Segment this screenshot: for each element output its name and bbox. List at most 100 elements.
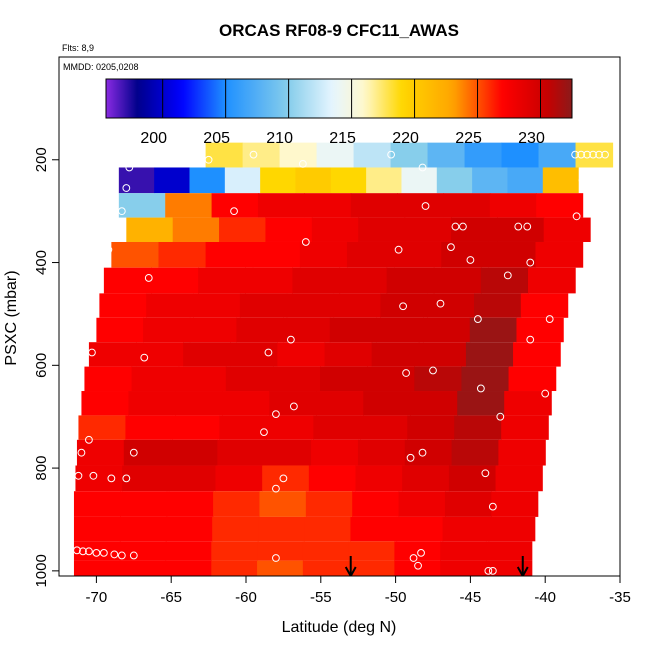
sample-point [402,369,410,377]
heatmap-cell [350,193,398,218]
y-tick-label: 800 [33,456,50,481]
heatmap-cell [304,516,352,542]
sample-point [387,150,396,159]
heatmap-cell [211,560,258,576]
heatmap-cell [120,516,167,542]
sample-point [563,346,572,354]
heatmap-band [118,167,579,194]
heatmap-cell [339,267,388,294]
sample-point [526,258,535,267]
heatmap-cell [258,516,305,542]
sample-point [544,477,553,485]
sample-point [545,315,554,323]
heatmap-cell [444,491,492,517]
heatmap-cell [407,415,455,440]
y-axis-label: PSXC (mbar) [3,270,20,365]
x-tick-label: -60 [235,589,257,606]
heatmap-cell [172,217,220,242]
sample-point [406,453,415,462]
sample-point [204,155,213,164]
heatmap-cell [371,342,420,367]
heatmap-cell [355,465,403,492]
y-tick-label: 600 [33,353,50,378]
heatmap-cell [448,465,497,492]
heatmap-cell [380,293,428,318]
x-axis-label: Latitude (deg N) [282,619,397,636]
sample-point [577,150,586,159]
heatmap-band [205,142,614,168]
heatmap-cell [433,267,482,294]
sample-point [88,348,96,357]
sample-point [414,561,422,570]
heatmap-cell [442,516,490,542]
heatmap-cell [99,293,147,318]
sample-point [436,299,445,308]
arrow-marker [516,556,529,576]
heatmap-cell [443,193,491,218]
x-tick-label: -40 [534,589,556,606]
heatmap-cell [165,560,212,576]
heatmap-cell [311,217,359,242]
heatmap-cell [215,465,263,492]
sample-point [496,412,505,421]
heatmap-cell [212,516,259,542]
heatmap-cell [366,167,403,194]
sample-point [481,469,490,478]
heatmap-cell [252,241,301,268]
heatmap-cell [189,317,238,343]
heatmap-cell [497,217,545,242]
heatmap-cell [504,391,552,416]
sample-point [476,384,485,393]
heatmap-cell [76,439,125,466]
heatmap-band [99,293,569,318]
heatmap-cell [265,217,313,242]
heatmap-cell [78,415,127,440]
heatmap-cell [396,516,444,542]
sample-point [418,163,427,172]
heatmap-cell [488,241,537,268]
heatmap-cell [119,541,167,561]
heatmap-cell [245,267,293,294]
heatmap-cell [84,366,133,392]
heatmap-cell [441,241,489,268]
heatmap-cell [103,267,152,294]
colorbar-tick-label: 225 [455,130,482,147]
sample-point [571,150,580,159]
heatmap-cell [205,241,254,268]
marker-layer [344,556,529,576]
sample-point [80,348,89,357]
heatmap-cell [118,167,155,194]
sample-point [589,150,597,159]
sample-points [62,150,609,576]
sample-point [484,566,493,575]
sample-point [99,548,108,557]
sample-point [264,348,273,357]
heatmap-cell [346,241,395,268]
heatmap-cell [73,541,121,561]
heatmap-cell [172,415,220,440]
sample-point [249,150,258,159]
sample-point [572,212,581,221]
sample-point [272,484,280,493]
sample-point [394,245,403,254]
heatmap-cell [257,193,305,218]
heatmap-cell [151,267,199,294]
heatmap-band [103,267,576,294]
heatmap-cell [376,317,424,343]
sample-point [144,274,153,282]
heatmap-cell [390,142,429,168]
heatmap-cell [507,167,544,194]
heatmap-cell [542,167,579,194]
sample-point [117,551,126,560]
heatmap-cell [543,217,591,242]
heatmap-cell [120,491,168,517]
sample-point [417,548,425,557]
heatmap-cell [211,193,259,218]
sample-point [488,566,497,575]
x-axis: -70 -65 -60 -55 -50 -45 -40 -35 [86,575,631,606]
sample-point [533,569,542,576]
heatmap-cell [352,491,400,517]
heatmap-cell [357,439,406,466]
colorbar-tick-label: 230 [518,130,545,147]
